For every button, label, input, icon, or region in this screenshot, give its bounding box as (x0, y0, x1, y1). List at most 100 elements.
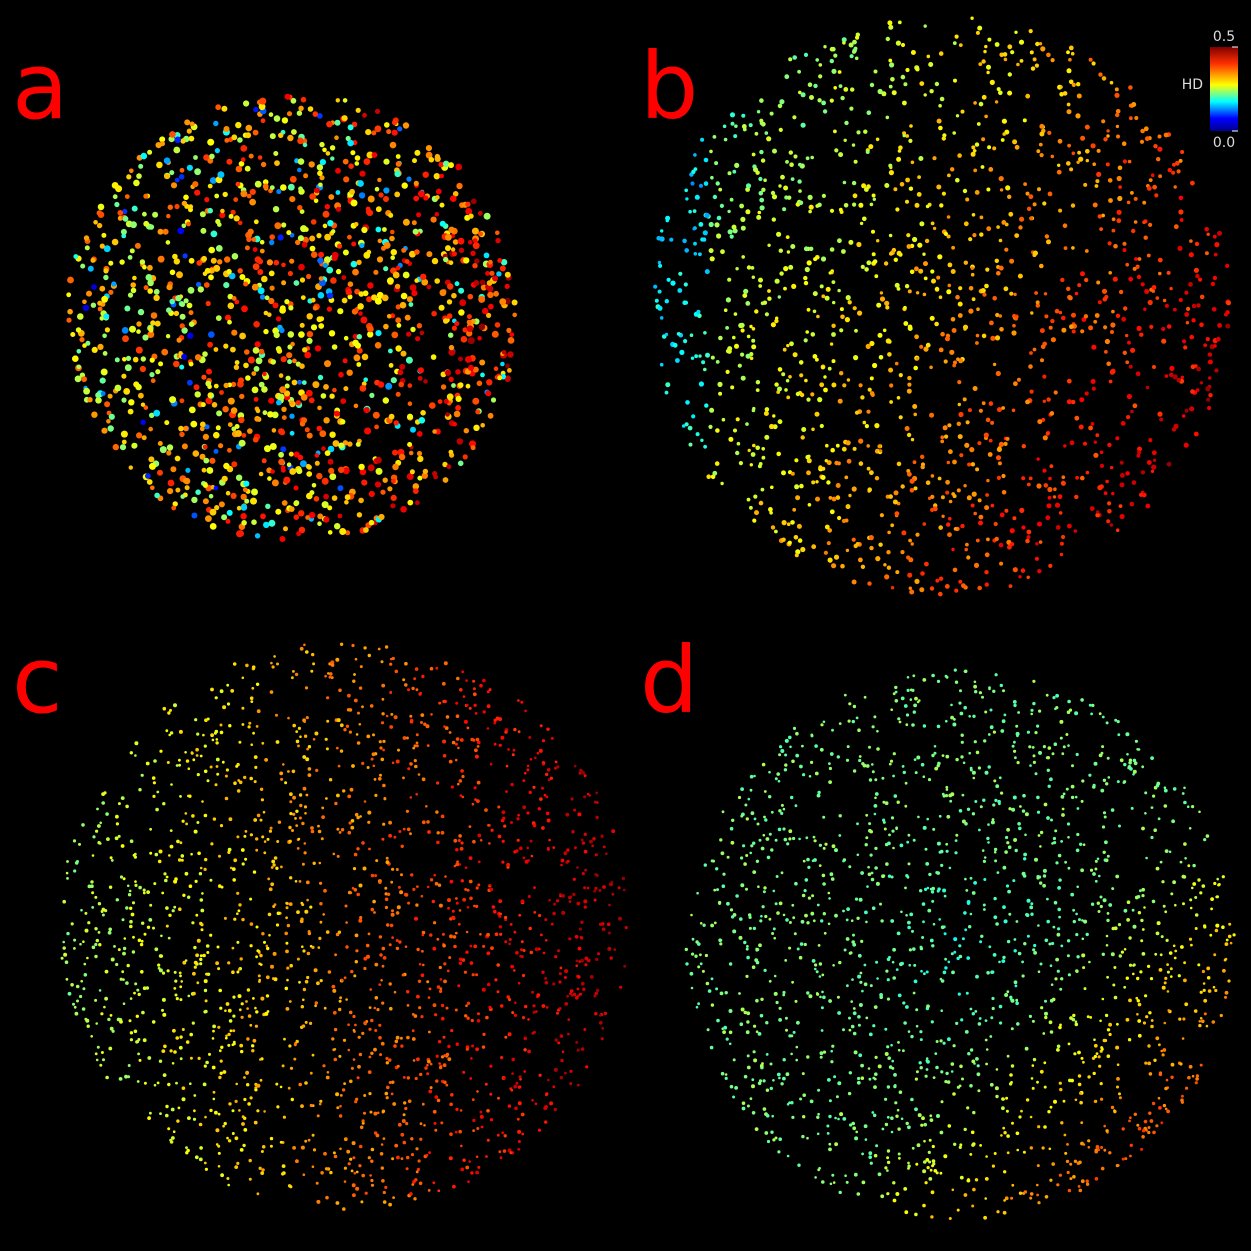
point (894, 490, 899, 495)
point (396, 760, 400, 764)
point (143, 221, 149, 227)
point (1195, 274, 1199, 278)
point (997, 447, 1002, 452)
point (267, 838, 270, 841)
point (407, 1076, 410, 1079)
point (924, 277, 928, 281)
point (147, 479, 153, 485)
point (245, 1071, 249, 1075)
point (519, 847, 523, 851)
point (162, 972, 165, 975)
point (383, 187, 389, 193)
point (537, 752, 540, 755)
point (691, 357, 694, 360)
point (372, 900, 376, 904)
point (709, 248, 714, 253)
point (465, 202, 470, 207)
point (165, 906, 169, 910)
point (216, 758, 220, 762)
point (895, 511, 900, 516)
point (982, 293, 986, 297)
point (311, 219, 317, 225)
point (475, 755, 479, 759)
point (740, 353, 744, 357)
point (583, 886, 586, 889)
point (1085, 249, 1089, 253)
point (508, 998, 511, 1001)
point (919, 81, 924, 86)
point (1039, 540, 1043, 544)
point (235, 1136, 239, 1140)
point (289, 964, 293, 968)
point (159, 968, 163, 972)
point (464, 888, 467, 891)
point (382, 227, 387, 232)
point (335, 168, 341, 174)
point (546, 812, 550, 816)
point (490, 763, 493, 766)
point (338, 467, 344, 473)
point (101, 233, 106, 238)
point (907, 389, 912, 394)
point (326, 930, 330, 934)
point (1075, 1099, 1078, 1102)
point (573, 878, 576, 881)
point (859, 383, 863, 387)
point (370, 704, 374, 708)
point (787, 522, 791, 526)
point (844, 476, 848, 480)
point (345, 945, 348, 948)
point (552, 912, 556, 916)
point (770, 486, 774, 490)
point (1190, 389, 1195, 394)
point (433, 921, 436, 924)
point (823, 45, 826, 48)
point (382, 1110, 385, 1113)
point (1147, 460, 1152, 465)
point (123, 1002, 126, 1005)
point (264, 445, 271, 452)
point (718, 392, 722, 396)
point (358, 1036, 361, 1039)
point (318, 292, 325, 299)
point (868, 144, 873, 149)
point (1072, 330, 1076, 334)
point (924, 24, 927, 27)
point (1007, 195, 1011, 199)
point (259, 1058, 262, 1061)
point (1148, 223, 1152, 227)
point (168, 205, 173, 210)
point (995, 537, 999, 541)
point (653, 285, 657, 289)
point (263, 522, 269, 528)
point (327, 1071, 330, 1074)
point (497, 990, 500, 993)
point (461, 336, 468, 343)
point (531, 1099, 534, 1102)
point (239, 333, 246, 340)
point (1075, 1020, 1078, 1023)
point (447, 283, 453, 289)
point (334, 411, 340, 417)
point (367, 282, 373, 288)
point (1116, 528, 1120, 532)
point (470, 961, 474, 965)
point (204, 197, 209, 202)
point (1047, 503, 1052, 508)
point (190, 853, 193, 856)
point (342, 1088, 345, 1091)
point (276, 923, 279, 926)
point (541, 826, 545, 830)
point (359, 1053, 362, 1056)
point (876, 239, 879, 242)
point (949, 500, 953, 504)
point (189, 310, 194, 315)
point (288, 1184, 291, 1187)
point (999, 176, 1004, 181)
point (972, 297, 976, 301)
point (289, 196, 295, 202)
point (738, 364, 742, 368)
point (622, 877, 625, 880)
point (249, 154, 254, 159)
point (435, 212, 440, 217)
